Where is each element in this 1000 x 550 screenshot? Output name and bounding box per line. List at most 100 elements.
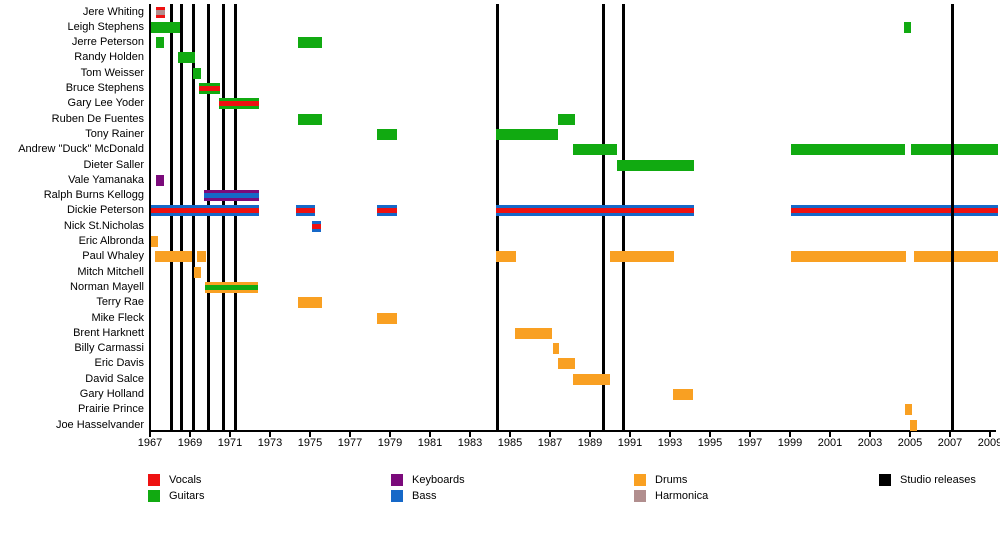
timeline-bar	[204, 190, 259, 202]
legend-swatch-vocals	[148, 474, 160, 486]
year-tick	[629, 432, 631, 437]
year-tick	[229, 432, 231, 437]
year-tick-label: 1967	[137, 437, 163, 449]
timeline-bar	[193, 67, 201, 79]
member-label: Ralph Burns Kellogg	[43, 189, 144, 202]
member-label: Eric Davis	[94, 357, 144, 370]
member-label: Dieter Saller	[83, 158, 144, 171]
member-label: Andrew "Duck" McDonald	[18, 143, 144, 156]
year-tick-label: 1983	[457, 437, 483, 449]
year-tick-label: 1987	[537, 437, 563, 449]
legend-swatch-release	[879, 474, 891, 486]
year-tick-label: 1969	[177, 437, 203, 449]
legend-label-guitars: Guitars	[169, 490, 205, 502]
studio-release-line	[495, 4, 499, 431]
year-tick-label: 2007	[937, 437, 963, 449]
year-tick-label: 1975	[297, 437, 323, 449]
timeline-bar	[791, 205, 998, 217]
studio-release-line	[179, 4, 183, 431]
year-tick	[989, 432, 991, 437]
timeline-bar	[496, 205, 694, 217]
year-tick	[669, 432, 671, 437]
member-label: Prairie Prince	[77, 403, 144, 416]
studio-release-line	[206, 4, 210, 431]
year-tick-label: 1973	[257, 437, 283, 449]
member-label: Joe Hasselvander	[55, 418, 144, 431]
timeline-bar	[673, 389, 693, 400]
legend-label-harmonica: Harmonica	[655, 490, 709, 502]
year-tick-label: 1995	[697, 437, 723, 449]
timeline-bar	[573, 144, 617, 156]
year-tick	[149, 432, 151, 437]
timeline-bar	[558, 358, 575, 370]
member-label: Terry Rae	[96, 296, 144, 309]
legend-swatch-keyboards	[391, 474, 403, 486]
timeline-bar	[377, 205, 397, 217]
studio-release-line	[601, 4, 605, 431]
member-label: Billy Carmassi	[74, 342, 144, 355]
year-tick	[909, 432, 911, 437]
timeline-bar	[312, 220, 321, 232]
timeline-bar	[151, 236, 158, 247]
year-tick	[549, 432, 551, 437]
timeline-bar	[911, 144, 998, 156]
year-tick	[389, 432, 391, 437]
timeline-bar	[791, 144, 905, 156]
year-tick	[429, 432, 431, 437]
legend-swatch-guitars	[148, 490, 160, 502]
member-label: Ruben De Fuentes	[51, 112, 144, 125]
member-label: Randy Holden	[74, 51, 144, 64]
year-tick-label: 1971	[217, 437, 243, 449]
member-label: Nick St.Nicholas	[63, 219, 144, 232]
year-tick	[469, 432, 471, 437]
timeline-bar	[156, 174, 164, 186]
timeline-bar	[377, 128, 397, 140]
member-label: Gary Holland	[79, 388, 144, 400]
timeline-bar	[573, 373, 610, 385]
timeline-bar	[197, 251, 206, 263]
timeline-bar	[219, 98, 259, 110]
member-label: Mike Fleck	[91, 311, 144, 324]
timeline-bar	[155, 251, 192, 263]
year-tick	[749, 432, 751, 437]
member-label: Tony Rainer	[85, 127, 144, 140]
year-tick	[589, 432, 591, 437]
timeline-bar	[151, 21, 180, 33]
year-tick-label: 2005	[897, 437, 923, 449]
legend-label-release: Studio releases	[900, 474, 976, 486]
year-tick-label: 1977	[337, 437, 363, 449]
legend-label-bass: Bass	[412, 490, 437, 502]
member-label: Bruce Stephens	[65, 82, 144, 94]
timeline-bar	[178, 52, 195, 64]
timeline-bar	[558, 113, 575, 125]
timeline-bar	[296, 205, 315, 217]
year-tick	[309, 432, 311, 437]
member-label: Jerre Peterson	[71, 36, 144, 49]
timeline-bar	[905, 404, 912, 416]
timeline-bar	[298, 37, 322, 49]
timeline-bar	[377, 312, 397, 324]
year-tick-label: 1999	[777, 437, 803, 449]
year-tick	[709, 432, 711, 437]
timeline-bar	[298, 297, 322, 309]
studio-release-line	[221, 4, 225, 431]
timeline-bar	[610, 251, 674, 263]
studio-release-line	[950, 4, 954, 431]
timeline-bar	[156, 37, 164, 49]
member-label: David Salce	[85, 372, 144, 385]
member-label: Paul Whaley	[82, 250, 144, 263]
year-tick	[349, 432, 351, 437]
member-label: Vale Yamanaka	[68, 173, 144, 186]
year-tick-label: 1981	[417, 437, 443, 449]
timeline-bar	[515, 327, 552, 339]
legend-label-vocals: Vocals	[169, 474, 202, 486]
year-tick-label: 2001	[817, 437, 843, 449]
timeline-bar	[791, 251, 906, 263]
timeline-bar	[910, 419, 917, 431]
timeline-bar	[904, 21, 911, 33]
member-label: Leigh Stephens	[67, 20, 144, 33]
studio-release-line	[233, 4, 237, 431]
year-tick	[189, 432, 191, 437]
year-tick-label: 2009	[977, 437, 1000, 449]
